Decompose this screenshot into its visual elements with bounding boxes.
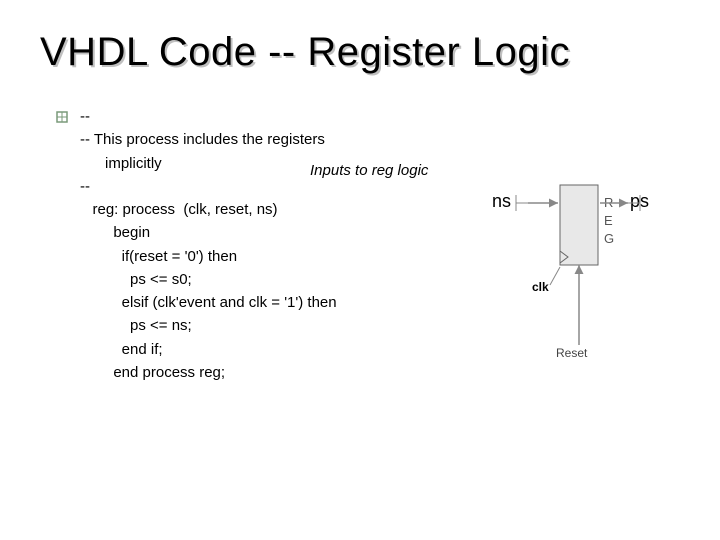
- svg-text:clk: clk: [532, 280, 549, 294]
- svg-text:ns: ns: [492, 191, 511, 211]
- slide-container: VHDL Code -- Register Logic VHDL Code --…: [0, 0, 720, 540]
- annotation-label: Inputs to reg logic: [310, 162, 428, 179]
- bullet-icon: [56, 111, 68, 123]
- svg-text:Reset: Reset: [556, 346, 588, 360]
- register-diagram: REGnspsclkReset: [490, 175, 670, 375]
- svg-text:G: G: [604, 231, 614, 246]
- title-wrap: VHDL Code -- Register Logic VHDL Code --…: [40, 30, 680, 75]
- slide-title: VHDL Code -- Register Logic: [40, 30, 680, 75]
- svg-text:E: E: [604, 213, 613, 228]
